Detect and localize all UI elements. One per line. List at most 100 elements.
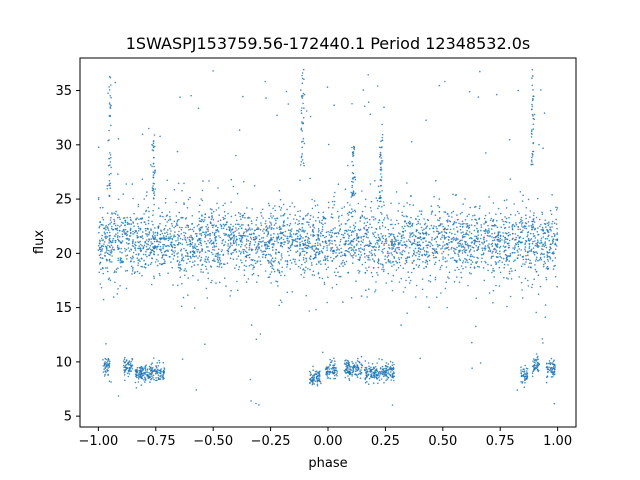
data-point <box>152 174 155 176</box>
data-point <box>473 239 475 242</box>
data-point <box>202 271 204 274</box>
data-point <box>435 296 438 299</box>
data-point <box>270 222 272 224</box>
data-point <box>181 189 183 192</box>
data-point <box>508 222 511 224</box>
data-point <box>121 235 124 238</box>
data-point <box>394 238 397 241</box>
data-point <box>508 139 511 141</box>
data-point <box>131 368 133 370</box>
data-point <box>108 239 111 242</box>
data-point <box>462 267 464 270</box>
data-point <box>153 198 155 200</box>
data-point <box>378 156 381 158</box>
data-point <box>378 240 380 242</box>
data-point <box>153 370 155 373</box>
data-point <box>521 370 524 373</box>
data-point <box>291 236 293 238</box>
data-point <box>213 258 215 260</box>
data-point <box>145 245 148 248</box>
data-point <box>274 209 277 212</box>
data-point <box>387 372 389 375</box>
data-point <box>205 261 208 263</box>
data-point <box>302 116 305 119</box>
data-point <box>440 248 442 250</box>
data-point <box>208 233 211 235</box>
x-tick-label: 0.25 <box>371 434 400 449</box>
data-point <box>270 238 273 241</box>
data-point <box>235 264 238 267</box>
data-point <box>203 219 206 221</box>
data-point <box>243 180 245 183</box>
data-point <box>299 254 301 257</box>
data-point <box>522 226 524 229</box>
data-point <box>157 371 159 374</box>
data-point <box>136 223 139 225</box>
data-point <box>311 264 313 266</box>
data-point <box>270 237 272 239</box>
data-point <box>351 160 353 163</box>
data-point <box>365 224 368 227</box>
data-point <box>531 226 533 229</box>
data-point <box>139 235 142 238</box>
data-point <box>287 242 289 245</box>
data-point <box>325 268 328 271</box>
data-point <box>164 260 166 263</box>
data-point <box>295 233 298 235</box>
data-point <box>191 242 194 244</box>
data-point <box>131 358 134 361</box>
data-point <box>181 217 183 219</box>
data-point <box>441 264 443 267</box>
data-point <box>531 133 533 135</box>
data-point <box>264 80 267 83</box>
data-point <box>391 265 393 268</box>
data-point <box>232 239 235 242</box>
data-point <box>332 216 334 219</box>
data-point <box>373 375 376 378</box>
data-point <box>119 226 121 228</box>
data-point <box>208 216 210 218</box>
data-point <box>359 256 361 258</box>
data-point <box>318 262 320 264</box>
data-point <box>230 229 233 231</box>
data-point <box>468 258 471 261</box>
data-point <box>153 134 156 136</box>
data-point <box>532 360 534 363</box>
data-point <box>503 223 505 226</box>
data-point <box>444 287 447 290</box>
data-point <box>199 226 202 229</box>
data-point <box>190 257 192 259</box>
data-point <box>162 235 165 237</box>
data-point <box>216 258 219 261</box>
data-point <box>364 382 367 384</box>
data-point <box>324 258 327 260</box>
data-point <box>379 263 382 265</box>
data-point <box>126 238 128 240</box>
data-point <box>360 369 362 371</box>
data-point <box>397 232 400 234</box>
data-point <box>165 215 168 217</box>
data-point <box>492 250 494 253</box>
data-point <box>499 239 502 242</box>
data-point <box>471 261 474 263</box>
data-point <box>230 178 233 181</box>
data-point <box>411 255 414 257</box>
data-point <box>230 252 232 255</box>
data-point <box>388 252 390 254</box>
data-point <box>152 142 155 144</box>
data-point <box>356 369 359 372</box>
data-point <box>273 232 275 235</box>
data-point <box>128 250 131 252</box>
data-point <box>199 241 201 244</box>
data-point <box>233 236 235 238</box>
data-point <box>521 255 524 258</box>
data-point <box>126 234 128 236</box>
data-point <box>102 365 105 367</box>
data-point <box>219 219 222 221</box>
data-point <box>148 210 150 213</box>
data-point <box>210 251 213 254</box>
data-point <box>265 220 267 222</box>
data-point <box>151 242 154 245</box>
data-point <box>264 270 267 272</box>
data-point <box>326 257 328 260</box>
